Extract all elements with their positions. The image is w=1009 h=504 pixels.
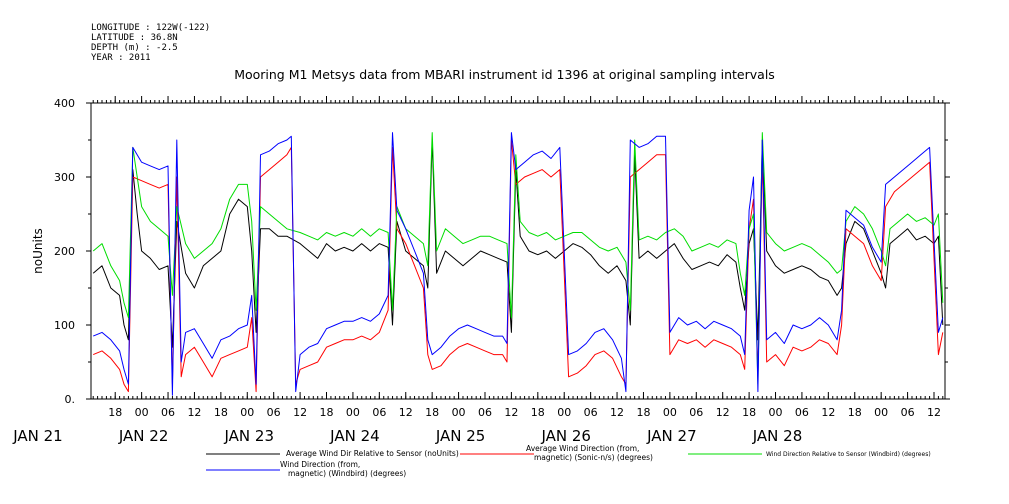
- y-tick-label: 400: [54, 97, 75, 110]
- plot-ticks: 0. 100 200 300 400 noUnits 18 00 06 12 18 00 06 12 18 0…: [12, 96, 950, 445]
- x-tick-label: 18: [425, 406, 439, 419]
- legend-label-1: Average Wind Dir Relative to Sensor (noU…: [286, 449, 459, 458]
- x-tick-label: 00: [769, 406, 783, 419]
- chart-title: Mooring M1 Metsys data from MBARI instru…: [234, 67, 775, 82]
- legend: Average Wind Dir Relative to Sensor (noU…: [206, 444, 931, 478]
- series-line-4: [93, 132, 944, 396]
- x-day-label: JAN 22: [118, 427, 169, 445]
- x-tick-label: 06: [795, 406, 809, 419]
- x-tick-label: 00: [663, 406, 677, 419]
- x-tick-label: 00: [557, 406, 571, 419]
- x-tick-label: 12: [927, 406, 941, 419]
- x-tick-label: 18: [848, 406, 862, 419]
- y-tick-label: 0.: [65, 393, 76, 406]
- x-tick-label: 06: [689, 406, 703, 419]
- x-tick-label: 06: [901, 406, 915, 419]
- x-tick-label: 18: [742, 406, 756, 419]
- x-day-label: JAN 26: [540, 427, 591, 445]
- x-tick-label: 18: [531, 406, 545, 419]
- longitude-label: LONGITUDE : 122W(-122): [91, 23, 211, 33]
- latitude-label: LATITUDE : 36.8N: [91, 33, 178, 43]
- x-tick-label: 12: [187, 406, 201, 419]
- legend-label-4: Wind Direction (from, magnetic) (Windbird…: [280, 460, 406, 478]
- y-tick-label: 300: [54, 171, 75, 184]
- x-tick-label: 00: [240, 406, 254, 419]
- x-tick-label: 00: [452, 406, 466, 419]
- x-tick-label: 12: [293, 406, 307, 419]
- year-label: YEAR : 2011: [91, 53, 151, 63]
- x-tick-label: 06: [478, 406, 492, 419]
- x-tick-label: 12: [399, 406, 413, 419]
- plot-frame: [90, 102, 946, 400]
- x-tick-label: 00: [135, 406, 149, 419]
- y-tick-label: 200: [54, 245, 75, 258]
- x-tick-label: 06: [267, 406, 281, 419]
- x-day-label: JAN 28: [752, 427, 803, 445]
- x-day-label: JAN 24: [329, 427, 380, 445]
- depth-label: DEPTH (m) : -2.5: [91, 43, 178, 53]
- y-axis-label: noUnits: [31, 228, 45, 274]
- x-tick-label: 06: [584, 406, 598, 419]
- y-tick-label: 100: [54, 319, 75, 332]
- x-tick-label: 00: [874, 406, 888, 419]
- plot-axes: [90, 102, 946, 400]
- plot-lines: [92, 132, 944, 396]
- x-day-label: JAN 27: [646, 427, 697, 445]
- x-tick-label: 18: [214, 406, 228, 419]
- x-tick-label: 18: [320, 406, 334, 419]
- x-tick-label: 18: [636, 406, 650, 419]
- x-tick-label: 12: [610, 406, 624, 419]
- series-line-2: [93, 139, 944, 393]
- legend-label-2: Average Wind Direction (from, magnetic) (…: [526, 444, 653, 462]
- x-day-label: JAN 25: [435, 427, 486, 445]
- series-line-3: [92, 132, 944, 385]
- x-tick-label: 18: [108, 406, 122, 419]
- x-day-label: JAN 21: [12, 427, 63, 445]
- series-line-1: [92, 139, 944, 348]
- x-tick-label: 12: [504, 406, 518, 419]
- x-tick-label: 12: [716, 406, 730, 419]
- legend-label-3: Wind Direction Relative to Sensor (Windb…: [766, 451, 931, 458]
- x-tick-label: 06: [161, 406, 175, 419]
- x-tick-label: 12: [821, 406, 835, 419]
- x-tick-label: 00: [346, 406, 360, 419]
- x-tick-label: 06: [372, 406, 386, 419]
- x-day-label: JAN 23: [224, 427, 275, 445]
